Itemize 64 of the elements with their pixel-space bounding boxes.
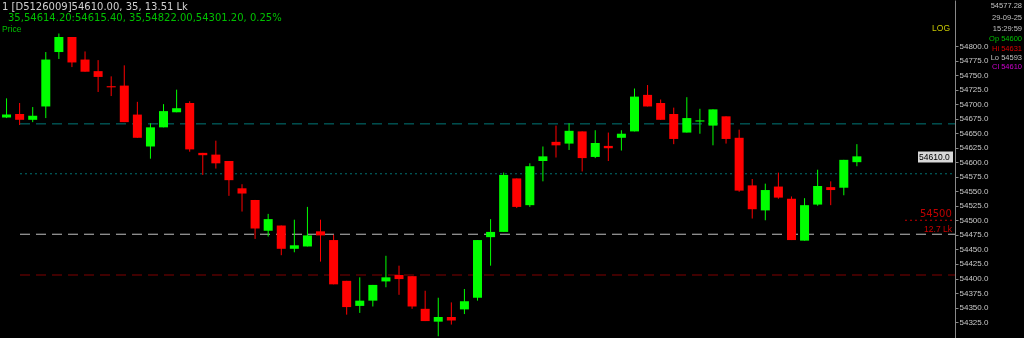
- candlestick: [302, 206, 312, 247]
- y-tick-label: 54375.0: [959, 288, 989, 298]
- candlestick: [486, 218, 496, 267]
- y-tick-label: 54525.0: [959, 201, 989, 211]
- annotation: 54610.0: [919, 152, 950, 162]
- candlestick: [760, 183, 770, 221]
- y-tick-label: 54400.0: [959, 274, 989, 283]
- candlestick: [106, 75, 116, 97]
- candlestick: [459, 288, 469, 315]
- candlestick: [54, 33, 64, 60]
- candlestick: [276, 225, 286, 256]
- candlestick: [852, 143, 862, 167]
- candlestick: [813, 169, 823, 207]
- y-tick-label: 54700.0: [959, 99, 989, 109]
- candlestick: [616, 129, 626, 152]
- candlestick: [538, 145, 548, 182]
- candlestick: [381, 255, 391, 288]
- candlestick: [80, 50, 90, 73]
- candlestick: [433, 297, 443, 337]
- y-tick-label: 54650.0: [959, 128, 989, 138]
- candlestick: [224, 160, 234, 197]
- candlestick: [656, 99, 666, 121]
- candlestick: [15, 102, 25, 126]
- y-tick-label: 54625.0: [959, 143, 989, 153]
- y-tick-label: 54475.0: [959, 230, 989, 240]
- y-tick-label: 54750.0: [959, 70, 989, 80]
- candlestick: [237, 183, 247, 213]
- text: 35,54614.20:54615.40, 35,54822.00,54301.20, 0.25%: [8, 12, 282, 23]
- candlestick: [263, 213, 273, 238]
- y-tick-label: 54600.0: [959, 157, 989, 167]
- y-tick-label: 54425.0: [959, 259, 989, 269]
- candlestick: [708, 108, 718, 146]
- candlestick: [826, 180, 836, 206]
- candlestick: [564, 122, 574, 151]
- y-tick-label: 54500.0: [959, 215, 989, 225]
- annotation: Price: [2, 24, 22, 34]
- chart-title: 1 [D5126009]54610.00, 35, 13.51 Lk: [2, 1, 189, 12]
- candlestick: [394, 265, 404, 296]
- candlestick: [132, 101, 142, 139]
- candlestick: [590, 129, 600, 159]
- y-tick-label: 54675.0: [959, 114, 989, 124]
- y-tick-label: 54800.0: [959, 41, 989, 51]
- candlestick: [316, 219, 326, 263]
- y-tick-label: 54725.0: [959, 85, 989, 95]
- candlestick: [211, 140, 221, 170]
- candlestick: [93, 59, 103, 93]
- y-tick-label: 54550.0: [959, 186, 989, 196]
- y-tick-label: 54575.0: [959, 172, 989, 182]
- candlestick: [682, 96, 692, 134]
- candlestick: [355, 276, 365, 314]
- y-tick-label: 54775.0: [959, 56, 989, 66]
- ref-line-label: 54500: [920, 208, 952, 220]
- candlestick: [145, 122, 155, 160]
- y-tick-label: 54450.0: [959, 244, 989, 254]
- y-tick-label: 54325.0: [959, 317, 989, 327]
- candlestick: [747, 178, 757, 220]
- candlestick: [289, 219, 299, 253]
- candlestick: [721, 115, 731, 145]
- candlestick: [695, 108, 705, 135]
- annotation: LOG: [932, 23, 950, 33]
- y-tick-label: 54350.0: [959, 303, 989, 313]
- candlestick: [773, 172, 783, 200]
- candlestick: [420, 290, 430, 322]
- annotation: 12.7 Lk: [924, 224, 953, 234]
